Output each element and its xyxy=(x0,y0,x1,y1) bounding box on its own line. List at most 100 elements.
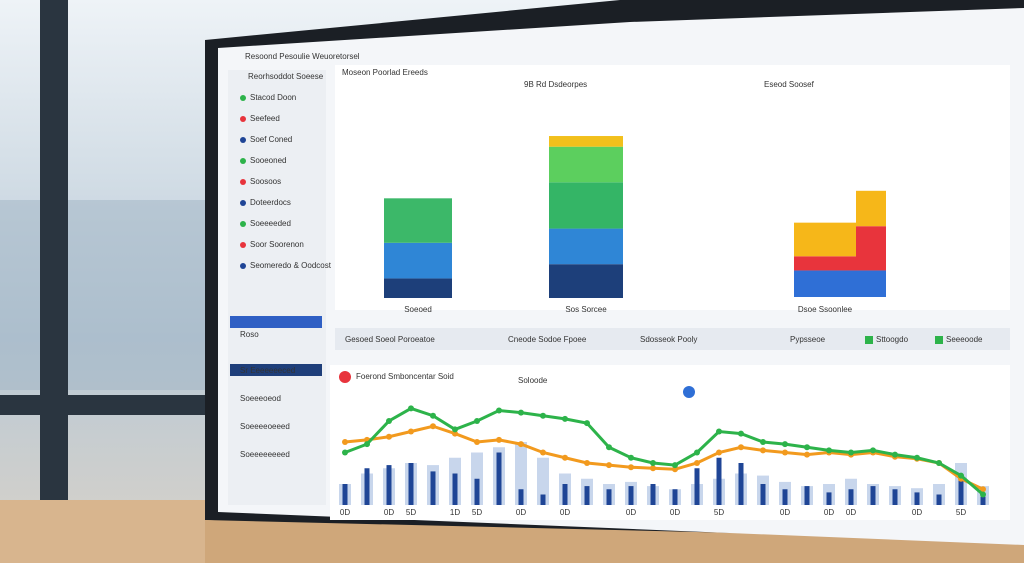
point xyxy=(408,428,414,435)
point xyxy=(980,491,986,498)
sidebar-button xyxy=(230,316,322,328)
bar xyxy=(606,489,612,505)
point xyxy=(782,441,788,448)
x-tick-label: 5D xyxy=(406,508,416,517)
menu-item: Soef Coned xyxy=(250,135,292,144)
point xyxy=(716,428,722,435)
sidebar-button xyxy=(230,364,322,376)
sidebar-label: Sr Eeeeeeeced xyxy=(240,366,295,375)
bar xyxy=(694,468,700,505)
menu-icon xyxy=(240,242,246,248)
x-tick-label: 0D xyxy=(516,508,526,517)
bar xyxy=(584,486,590,505)
bar xyxy=(672,489,678,505)
point xyxy=(364,441,370,448)
menu-icon xyxy=(240,179,246,185)
bar xyxy=(496,452,502,505)
point xyxy=(760,447,766,454)
point xyxy=(650,465,656,472)
point xyxy=(606,462,612,469)
bar-segment xyxy=(549,136,623,147)
point xyxy=(408,405,414,412)
bar-segment xyxy=(384,198,452,243)
menu-icon xyxy=(240,116,246,122)
line xyxy=(344,406,984,496)
line xyxy=(344,424,984,491)
x-tick-label: 0D xyxy=(384,508,394,517)
point xyxy=(342,449,348,456)
legend-label: Cneode Sodoe Fpoee xyxy=(508,335,587,344)
bar-segment xyxy=(794,222,856,257)
bar xyxy=(870,486,876,505)
x-tick-label: 0D xyxy=(626,508,636,517)
menu-icon xyxy=(240,95,246,101)
bar-segment xyxy=(384,278,452,298)
point xyxy=(738,444,744,451)
panel-title: 9B Rd Dsdeorpes xyxy=(524,80,587,89)
bar-segment xyxy=(384,242,452,279)
bar xyxy=(980,496,986,505)
x-tick-label: 1D xyxy=(450,508,460,517)
menu-item: Sooeoned xyxy=(250,156,286,165)
x-tick-label: 5D xyxy=(714,508,724,517)
point xyxy=(518,409,524,416)
x-tick-label: 0D xyxy=(560,508,570,517)
x-tick-label: 0D xyxy=(912,508,922,517)
x-tick-label: 0D xyxy=(824,508,834,517)
bar xyxy=(540,494,546,505)
point xyxy=(496,436,502,443)
bar xyxy=(892,489,898,505)
chart-title: Foerond Smboncentar Soid xyxy=(356,372,454,381)
point xyxy=(562,454,568,461)
point xyxy=(892,451,898,458)
icon xyxy=(683,386,695,398)
bar xyxy=(914,492,920,505)
chart-subtitle: Soloode xyxy=(518,376,548,385)
point xyxy=(672,462,678,469)
point xyxy=(980,486,986,493)
bar xyxy=(364,468,370,505)
legend-label: Gesoed Soeol Poroeatoe xyxy=(345,335,435,344)
city-view xyxy=(0,200,210,390)
menu-item: Soeeeeded xyxy=(250,219,291,228)
point xyxy=(936,460,942,466)
point xyxy=(342,439,348,445)
bar-segment xyxy=(856,270,886,297)
point xyxy=(430,412,436,419)
point xyxy=(474,418,480,424)
bar-segment xyxy=(549,264,623,298)
bar xyxy=(408,463,414,505)
bar-segment xyxy=(794,270,856,297)
menu-item: Soosoos xyxy=(250,177,281,186)
menu-item: Stacod Doon xyxy=(250,93,296,102)
bar xyxy=(628,486,634,505)
menu-icon xyxy=(240,137,246,143)
point xyxy=(848,449,854,456)
point xyxy=(694,460,700,466)
menu-item: Soor Soorenon xyxy=(250,240,304,249)
point xyxy=(452,430,458,437)
x-tick-label: Dsoe Ssoonlee xyxy=(798,305,853,314)
point xyxy=(430,423,436,430)
x-tick-label: Sos Sorcee xyxy=(565,305,607,314)
point xyxy=(914,454,920,461)
point xyxy=(606,444,612,451)
sidebar-label: Roso xyxy=(240,330,259,339)
legend-label: Pypsseoe xyxy=(790,335,826,344)
menu-icon xyxy=(240,263,246,269)
bar-segment xyxy=(549,228,623,265)
desk xyxy=(0,500,230,563)
legend-label: Sttoogdo xyxy=(876,335,909,344)
panel-title: Eseod Soosef xyxy=(764,80,815,89)
bar xyxy=(848,489,854,505)
point xyxy=(870,447,876,454)
menu-icon xyxy=(240,221,246,227)
bar xyxy=(386,465,392,505)
x-tick-label: 0D xyxy=(846,508,856,517)
point xyxy=(804,444,810,451)
bar xyxy=(650,484,656,505)
point xyxy=(738,430,744,437)
point xyxy=(386,433,392,440)
bar xyxy=(826,492,832,505)
point xyxy=(804,451,810,458)
